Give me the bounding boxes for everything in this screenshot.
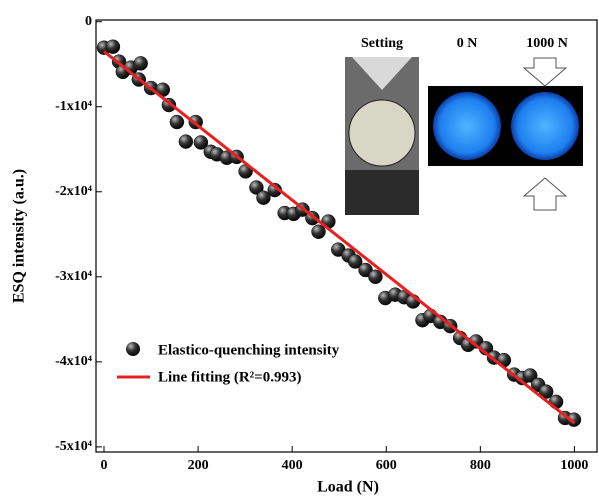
point bbox=[178, 134, 194, 149]
y-tick-label: -5x10⁴ bbox=[55, 439, 93, 454]
x-tick-label: 200 bbox=[188, 458, 209, 473]
point bbox=[249, 180, 264, 195]
y-tick-label: 0 bbox=[85, 14, 92, 29]
point bbox=[256, 190, 271, 205]
y-tick-label: -2x10⁴ bbox=[55, 184, 93, 199]
legend-marker bbox=[126, 342, 140, 356]
x-tick-label: 800 bbox=[470, 458, 491, 473]
x-tick-label: 0 bbox=[100, 458, 107, 473]
photo-base bbox=[345, 170, 419, 215]
arrow-up bbox=[522, 177, 568, 211]
fit-line bbox=[103, 50, 576, 425]
inset: Setting 0 N 1000 N bbox=[345, 36, 583, 215]
annotation: 0 N bbox=[457, 36, 478, 51]
x-tick-label: 600 bbox=[376, 458, 397, 473]
glow-disc bbox=[511, 92, 579, 160]
point bbox=[522, 368, 538, 383]
plot-frame bbox=[95, 19, 598, 453]
y-tick-label: -4x10⁴ bbox=[55, 354, 93, 369]
legend-label: Elastico-quenching intensity bbox=[158, 342, 340, 358]
point bbox=[105, 39, 121, 54]
point bbox=[133, 56, 148, 71]
point bbox=[311, 224, 326, 239]
annotation: 1000 N bbox=[526, 36, 568, 51]
point bbox=[566, 412, 582, 427]
annotation: Setting bbox=[361, 36, 403, 51]
y-tick-label: -1x10⁴ bbox=[55, 99, 93, 114]
legend-label: Line fitting (R²=0.993) bbox=[158, 369, 301, 385]
point bbox=[347, 254, 363, 269]
photo-tip bbox=[352, 57, 412, 90]
point bbox=[538, 384, 554, 399]
x-tick-label: 400 bbox=[282, 458, 303, 473]
point bbox=[193, 135, 209, 150]
y-tick-label: -3x10⁴ bbox=[55, 269, 93, 284]
y-axis-title: ESQ intensity (a.u.) bbox=[11, 169, 28, 303]
photo-disc bbox=[348, 99, 416, 167]
point bbox=[368, 269, 383, 285]
arrow-down bbox=[522, 57, 568, 87]
x-tick-label: 1000 bbox=[560, 458, 588, 473]
point bbox=[169, 114, 185, 130]
x-axis-title: Load (N) bbox=[317, 479, 379, 496]
glow-disc bbox=[433, 92, 501, 160]
